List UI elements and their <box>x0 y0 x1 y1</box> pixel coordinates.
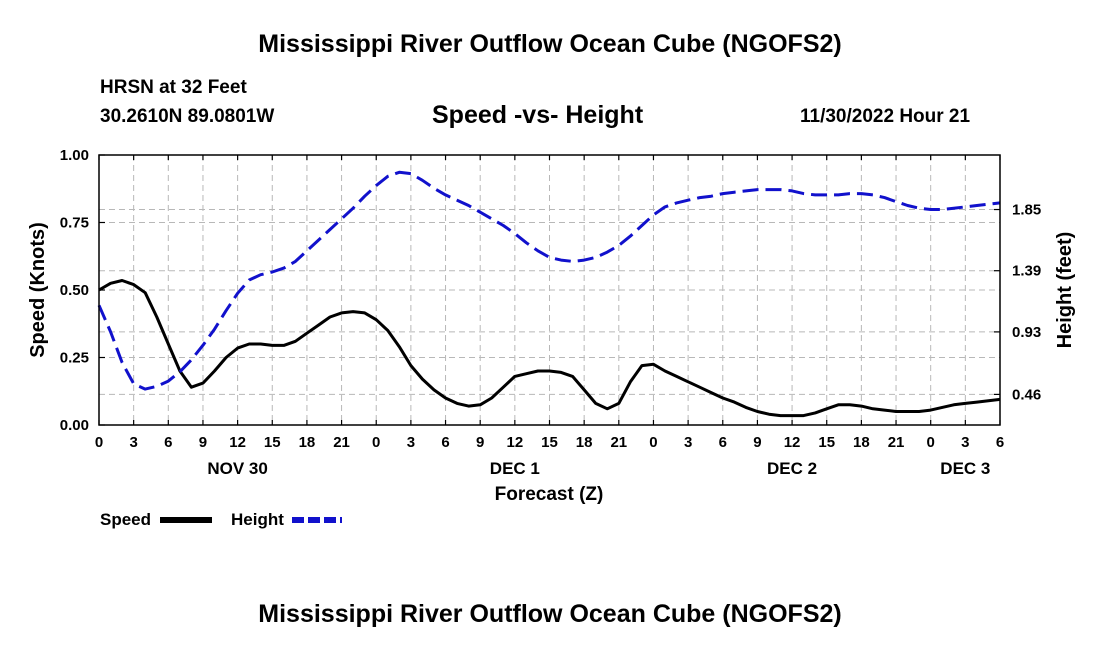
x-tick-label: 21 <box>610 434 627 451</box>
y-tick-label: 0.25 <box>60 350 89 367</box>
y2-tick-label: 0.46 <box>1012 386 1041 403</box>
x-tick-label: 9 <box>476 434 484 451</box>
x-tick-label: 21 <box>888 434 905 451</box>
x-tick-label: 6 <box>164 434 172 451</box>
x-tick-label: 12 <box>229 434 246 451</box>
y-tick-label: 0.00 <box>60 417 89 434</box>
x-tick-label: 6 <box>996 434 1004 451</box>
x-tick-label: 12 <box>784 434 801 451</box>
x-tick-label: 3 <box>407 434 415 451</box>
x-tick-label: 18 <box>853 434 870 451</box>
x-tick-label: 15 <box>264 434 281 451</box>
series-line-height <box>97 170 1001 391</box>
x-tick-label: 18 <box>576 434 593 451</box>
x-tick-label: 18 <box>299 434 316 451</box>
x-tick-label: 0 <box>372 434 380 451</box>
grid <box>99 155 1000 425</box>
x-tick-label: 0 <box>927 434 935 451</box>
x-tick-label: 9 <box>753 434 761 451</box>
y2-axis-label: Height (feet) <box>1054 232 1076 349</box>
y-tick-label: 0.75 <box>60 215 89 232</box>
forecast-datetime: 11/30/2022 Hour 21 <box>800 106 971 127</box>
chart-title: Mississippi River Outflow Ocean Cube (NG… <box>258 30 842 58</box>
x-tick-label: 3 <box>129 434 137 451</box>
y-tick-label: 0.50 <box>60 282 89 299</box>
legend-height-label: Height <box>231 510 284 529</box>
legend-speed-label: Speed <box>100 510 151 529</box>
x-day-label: NOV 30 <box>207 459 267 478</box>
x-tick-label: 0 <box>649 434 657 451</box>
station-coordinates: 30.2610N 89.0801W <box>100 106 275 127</box>
x-tick-label: 3 <box>961 434 969 451</box>
y2-tick-label: 0.93 <box>1012 324 1041 341</box>
x-tick-label: 12 <box>507 434 524 451</box>
y-axis-label: Speed (Knots) <box>27 222 49 358</box>
chart-title-repeat: Mississippi River Outflow Ocean Cube (NG… <box>258 600 842 628</box>
x-tick-label: 3 <box>684 434 692 451</box>
x-tick-label: 15 <box>818 434 835 451</box>
x-day-label: DEC 2 <box>767 459 817 478</box>
x-day-label: DEC 1 <box>490 459 540 478</box>
x-tick-label: 6 <box>441 434 449 451</box>
x-day-label: DEC 3 <box>940 459 990 478</box>
x-tick-label: 15 <box>541 434 558 451</box>
chart-subtitle: Speed -vs- Height <box>432 101 644 129</box>
x-tick-label: 21 <box>333 434 350 451</box>
legend: Speed Height <box>100 510 342 529</box>
y-tick-label: 1.00 <box>60 147 89 164</box>
station-label: HRSN at 32 Feet <box>100 77 247 98</box>
series-layer <box>97 170 1001 418</box>
axes: 0 3 6 9 12 15 18 21 0 3 6 9 12 15 18 21 0 3 6 9 12 15 18 21 0 3 6 N… <box>60 147 1041 478</box>
x-tick-label: 9 <box>199 434 207 451</box>
x-tick-label: 0 <box>95 434 103 451</box>
y2-tick-label: 1.39 <box>1012 263 1041 280</box>
series-line-speed <box>98 279 1001 418</box>
x-axis-label: Forecast (Z) <box>495 484 604 505</box>
x-tick-label: 6 <box>719 434 727 451</box>
y2-tick-label: 1.85 <box>1012 202 1041 219</box>
